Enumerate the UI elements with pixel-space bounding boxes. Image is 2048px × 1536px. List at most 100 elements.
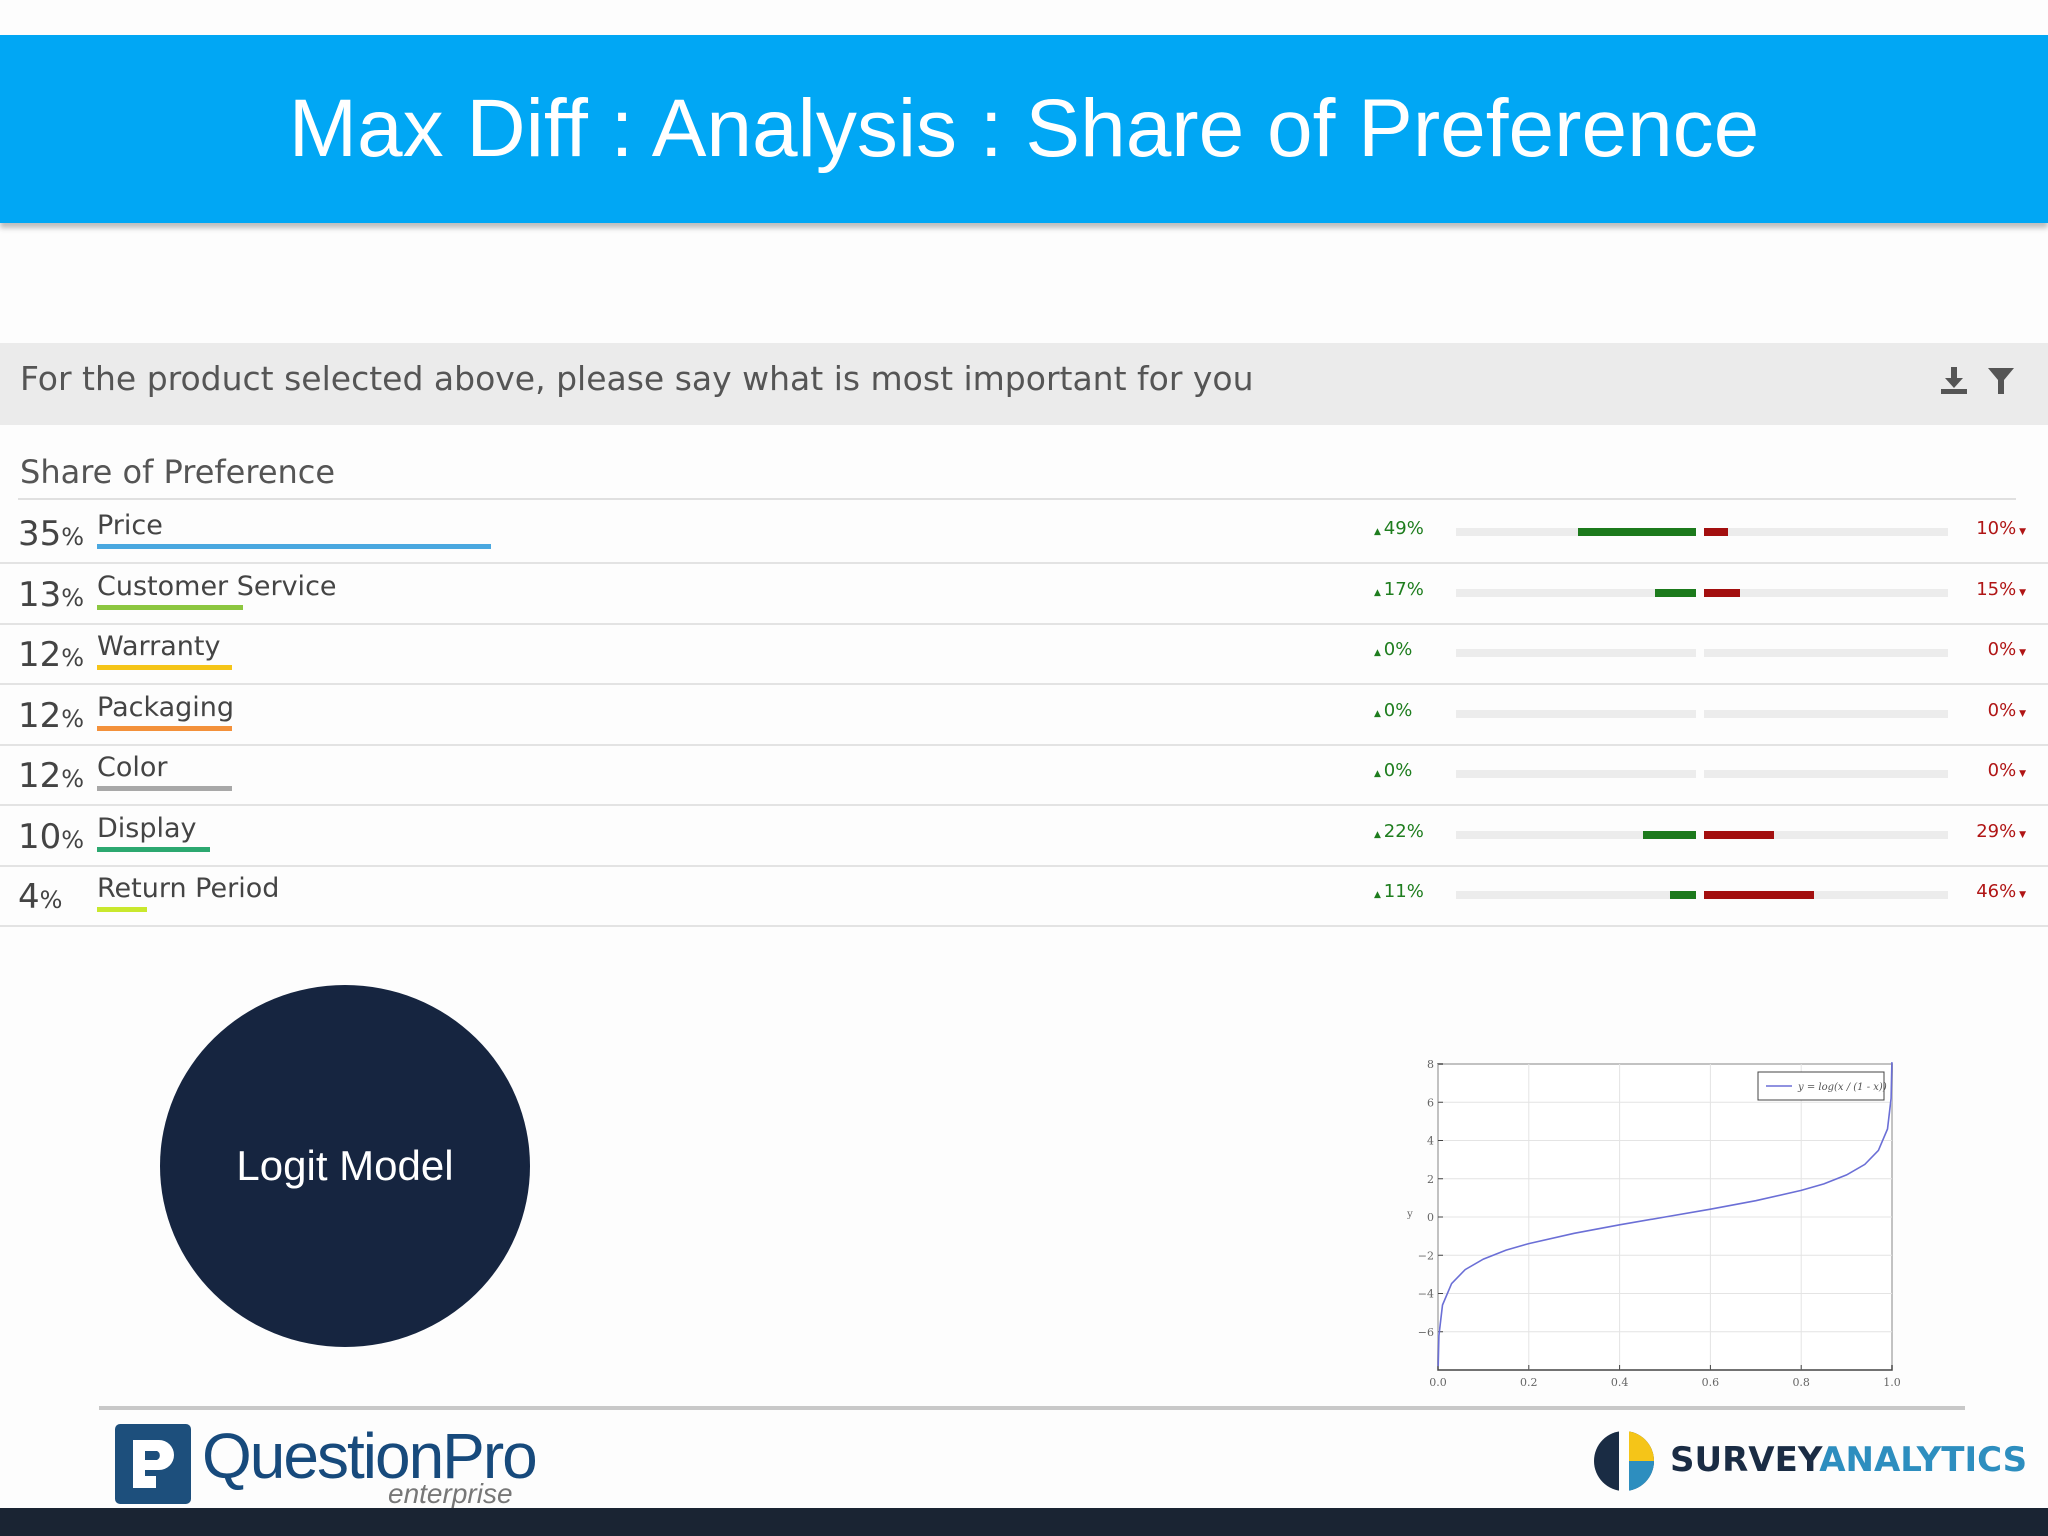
y-axis-label: y	[1406, 1209, 1413, 1220]
worst-bar	[1704, 528, 1728, 536]
worst-track	[1704, 770, 1948, 778]
y-tick-label: −2	[1418, 1249, 1434, 1262]
worst-percent-value: 10%	[1976, 518, 2017, 539]
down-arrow-icon: ▼	[2016, 587, 2026, 598]
best-track	[1456, 709, 1696, 718]
y-tick-label: 0	[1427, 1211, 1434, 1224]
best-percent-value: 22%	[1383, 820, 1424, 842]
worst-percent-value: 46%	[1976, 881, 2017, 902]
best-percent: ▲ 0%	[1374, 700, 1454, 721]
preference-row: 12% Packaging ▲ 0% 0% ▼	[0, 684, 2048, 746]
share-percent: 35%	[18, 514, 84, 554]
worst-percent: 0% ▼	[1950, 700, 2026, 721]
surveyanalytics-brand-part2: ANALYTICS	[1819, 1440, 2028, 1480]
preference-row: 4% Return Period ▲ 11% 46% ▼	[0, 865, 2048, 927]
download-icon[interactable]	[1938, 365, 1970, 397]
share-value: 13	[18, 574, 62, 615]
up-arrow-icon: ▲	[1374, 890, 1384, 900]
share-bar	[97, 907, 147, 912]
best-percent-value: 0%	[1383, 760, 1413, 781]
y-tick-label: 2	[1427, 1173, 1434, 1186]
y-tick-label: −6	[1418, 1326, 1434, 1339]
surveyanalytics-brand: SURVEYANALYTICS	[1670, 1440, 2027, 1480]
worst-percent: 15% ▼	[1950, 579, 2026, 600]
best-percent: ▲ 0%	[1374, 639, 1454, 660]
down-arrow-icon: ▼	[2016, 648, 2026, 658]
x-tick-label: 0.4	[1611, 1376, 1629, 1389]
questionpro-logo-icon	[115, 1424, 191, 1504]
worst-track	[1704, 649, 1948, 657]
up-arrow-icon: ▲	[1374, 587, 1384, 598]
section-divider	[18, 498, 2016, 500]
worst-percent: 46% ▼	[1950, 881, 2026, 902]
best-percent-value: 0%	[1383, 639, 1413, 660]
best-percent: ▲ 17%	[1374, 579, 1454, 600]
worst-percent-value: 29%	[1976, 820, 2017, 842]
legend-label: y = log(x / (1 - x))	[1797, 1082, 1887, 1093]
y-tick-label: −4	[1418, 1288, 1434, 1301]
percent-sign: %	[39, 886, 63, 914]
best-bar	[1578, 528, 1696, 536]
up-arrow-icon: ▲	[1374, 769, 1384, 779]
share-bar	[97, 786, 232, 791]
slide-header: Max Diff : Analysis : Share of Preferenc…	[0, 35, 2048, 223]
logit-curve-line	[1437, 1062, 1893, 1367]
question-bar: For the product selected above, please s…	[0, 343, 2048, 425]
worst-percent: 0% ▼	[1950, 639, 2026, 660]
section-title: Share of Preference	[20, 453, 336, 491]
x-tick-label: 0.2	[1520, 1376, 1538, 1389]
x-tick-label: 0.0	[1429, 1376, 1447, 1389]
filter-icon[interactable]	[1986, 365, 2016, 397]
down-arrow-icon: ▼	[2016, 890, 2026, 900]
share-bar	[97, 604, 244, 610]
best-percent: ▲ 0%	[1374, 760, 1454, 781]
down-arrow-icon: ▼	[2016, 527, 2026, 537]
best-percent: ▲ 22%	[1374, 821, 1454, 842]
worst-track	[1704, 709, 1948, 718]
worst-track	[1704, 528, 1948, 536]
surveyanalytics-brand-part1: SURVEY	[1670, 1440, 1820, 1480]
share-percent: 4%	[18, 877, 62, 917]
worst-percent-value: 0%	[1987, 699, 2017, 721]
up-arrow-icon: ▲	[1374, 527, 1384, 537]
worst-track	[1704, 891, 1948, 899]
slide-title: Max Diff : Analysis : Share of Preferenc…	[288, 83, 1760, 174]
attribute-label: Warranty	[97, 631, 221, 662]
x-tick-label: 0.6	[1702, 1376, 1720, 1389]
worst-track	[1704, 830, 1948, 839]
attribute-label: Packaging	[97, 691, 235, 723]
attribute-label: Price	[97, 510, 163, 541]
question-text: For the product selected above, please s…	[20, 359, 1254, 398]
percent-sign: %	[61, 644, 85, 672]
y-tick-label: 6	[1427, 1096, 1434, 1109]
attribute-label: Color	[97, 752, 168, 783]
best-percent: ▲ 11%	[1374, 881, 1454, 902]
surveyanalytics-logo-icon	[1594, 1431, 1654, 1491]
worst-percent: 10% ▼	[1950, 518, 2026, 539]
share-value: 12	[18, 635, 62, 675]
best-bar	[1643, 830, 1696, 839]
x-tick-label: 0.8	[1792, 1376, 1810, 1389]
worst-track	[1704, 588, 1948, 597]
worst-bar	[1704, 588, 1740, 597]
best-track	[1456, 588, 1696, 597]
footer-divider	[99, 1406, 1965, 1410]
attribute-label: Customer Service	[97, 570, 337, 602]
best-track	[1456, 891, 1696, 899]
best-percent-value: 11%	[1383, 881, 1424, 902]
preference-row: 10% Display ▲ 22% 29% ▼	[0, 805, 2048, 867]
up-arrow-icon: ▲	[1374, 648, 1384, 658]
share-value: 12	[18, 695, 62, 736]
preference-row: 12% Warranty ▲ 0% 0% ▼	[0, 623, 2048, 685]
percent-sign: %	[61, 765, 85, 793]
percent-sign: %	[61, 583, 85, 612]
share-bar	[97, 665, 232, 670]
logit-model-label: Logit Model	[236, 1142, 454, 1189]
y-tick-label: 8	[1427, 1058, 1434, 1071]
logit-chart: 0.00.20.40.60.81.0−6−4−202468xyy = log(x…	[1406, 1058, 1901, 1389]
best-bar	[1655, 588, 1696, 597]
share-percent: 12%	[18, 635, 84, 675]
preference-row: 35% Price ▲ 49% 10% ▼	[0, 502, 2048, 564]
best-track	[1456, 528, 1696, 536]
worst-bar	[1704, 891, 1815, 899]
